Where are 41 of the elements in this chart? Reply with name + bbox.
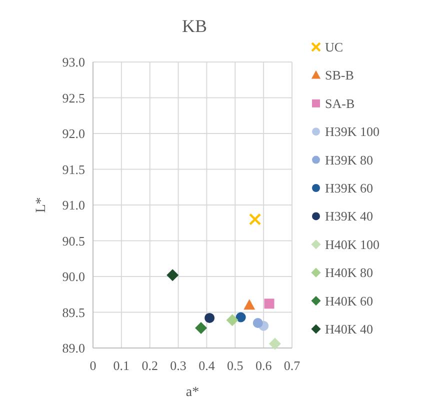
x-tick-label: 0.4 — [198, 358, 216, 373]
y-axis-title: L* — [34, 197, 49, 213]
legend-label: SB-B — [325, 68, 354, 83]
y-tick-label: 92.0 — [62, 126, 85, 141]
y-tick-label: 91.5 — [62, 162, 85, 177]
x-tick-label: 0.2 — [142, 358, 158, 373]
legend-label: H39K 40 — [325, 208, 374, 224]
x-tick-label: 0.3 — [170, 358, 186, 373]
legend-label: H39K 100 — [325, 124, 380, 140]
x-axis-title: a* — [186, 385, 200, 400]
x-tick-label: 0.1 — [113, 358, 130, 373]
chart-title: KB — [182, 16, 208, 36]
point — [264, 298, 274, 309]
legend-label: UC — [325, 40, 344, 54]
legend-label: H40K 100 — [325, 236, 380, 252]
x-tick-label: 0.6 — [255, 358, 272, 373]
legend-label: H39K 80 — [325, 152, 374, 168]
x-tick-label: 0.7 — [284, 358, 301, 373]
y-tick-label: 90.5 — [62, 233, 85, 248]
legend-label: SA-B — [325, 96, 355, 111]
legend-label: H39K 60 — [325, 180, 374, 196]
point — [268, 338, 281, 350]
point — [244, 299, 256, 310]
point — [204, 312, 215, 323]
y-tick-label: 89.5 — [62, 304, 85, 320]
point — [248, 213, 262, 226]
x-tick-label: 0 — [90, 358, 96, 373]
point — [166, 269, 179, 282]
legend-label: H40K 40 — [325, 322, 374, 336]
legend-label: H40K 80 — [325, 265, 374, 280]
point — [236, 312, 246, 322]
y-tick-label: 93.0 — [62, 54, 85, 70]
point — [226, 314, 238, 326]
point — [252, 318, 263, 328]
y-tick-label: 90.0 — [62, 269, 85, 284]
y-tick-label: 91.0 — [62, 198, 85, 212]
y-tick-label: 92.5 — [62, 90, 85, 106]
point — [195, 322, 208, 334]
y-tick-label: 89.0 — [62, 340, 85, 356]
legend-label: H40K 60 — [325, 293, 374, 308]
x-tick-label: 0.5 — [227, 358, 244, 373]
